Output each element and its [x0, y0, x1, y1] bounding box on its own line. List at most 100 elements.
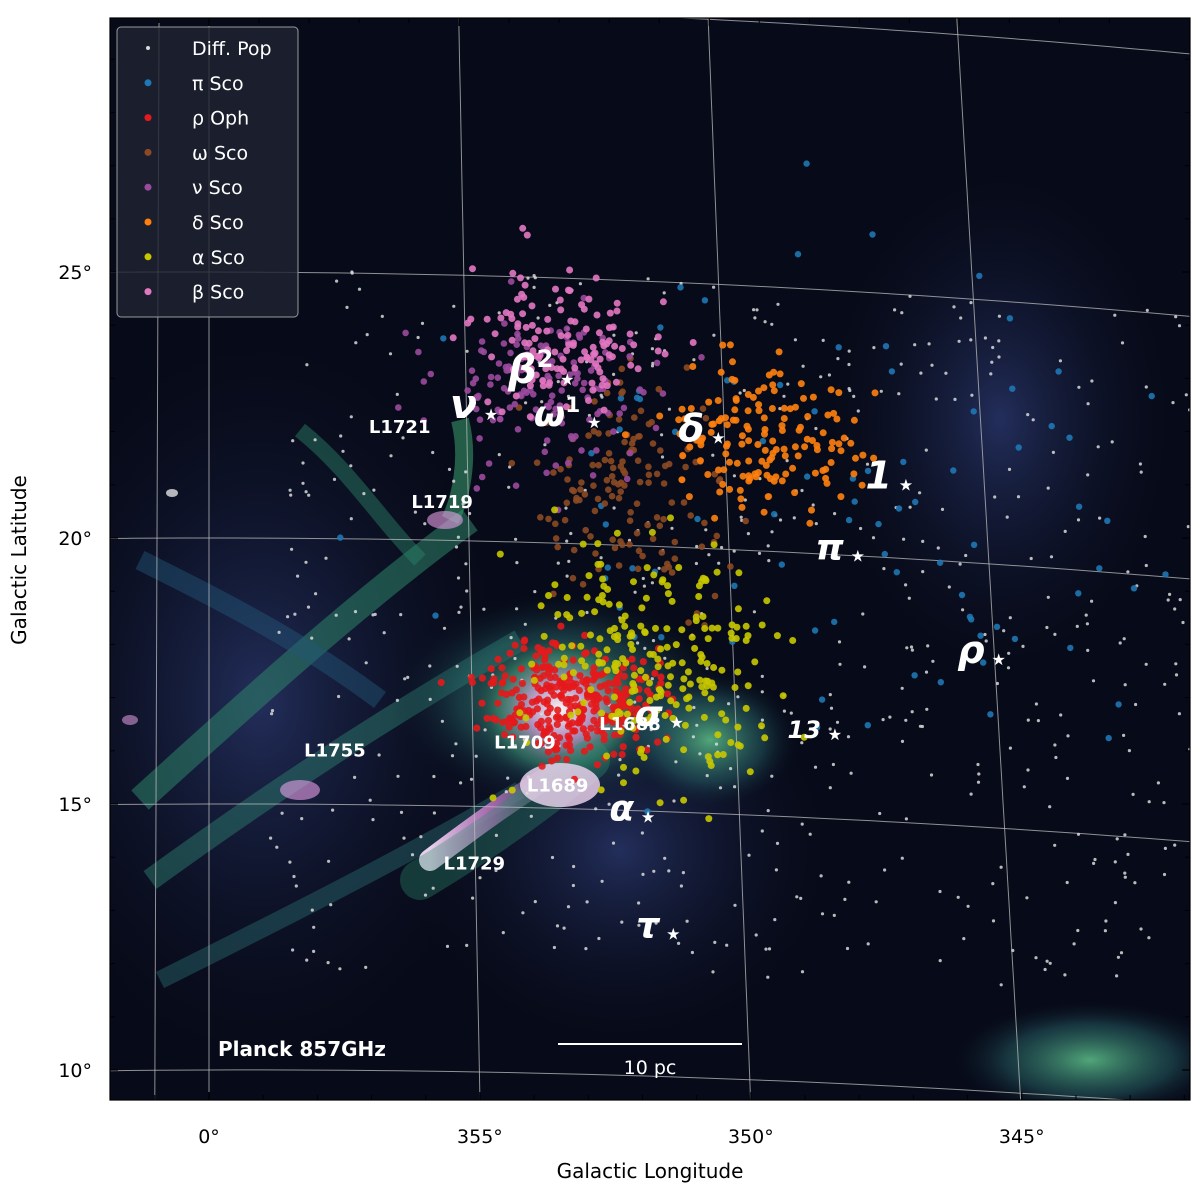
data-point	[440, 719, 444, 723]
data-point	[587, 686, 595, 694]
data-point	[813, 442, 821, 449]
data-point	[545, 592, 552, 599]
data-point	[269, 836, 273, 840]
data-point	[590, 482, 597, 490]
data-point	[563, 594, 571, 601]
data-point	[537, 717, 546, 726]
data-point	[292, 874, 296, 879]
data-point	[592, 704, 600, 713]
data-point	[475, 392, 482, 400]
data-point	[643, 746, 651, 754]
data-point	[707, 553, 711, 557]
data-point	[558, 643, 566, 651]
data-point	[861, 612, 865, 616]
data-point	[843, 897, 847, 902]
data-point	[339, 434, 343, 438]
data-point	[874, 900, 878, 904]
data-point	[577, 356, 585, 364]
data-point	[556, 561, 560, 565]
data-point	[681, 415, 689, 423]
data-point	[663, 690, 672, 698]
data-point	[583, 593, 591, 601]
data-point	[770, 322, 774, 326]
data-point	[612, 372, 616, 376]
data-point	[1029, 556, 1033, 561]
data-point	[969, 792, 973, 796]
data-point	[608, 353, 616, 361]
data-point	[804, 473, 811, 480]
data-point	[704, 635, 712, 643]
data-point	[495, 360, 503, 367]
data-point	[617, 538, 624, 545]
data-point	[294, 884, 298, 888]
data-point	[494, 833, 498, 838]
data-point	[657, 645, 665, 653]
data-point	[566, 266, 574, 274]
data-point	[780, 445, 788, 453]
data-point	[545, 515, 552, 523]
data-point	[893, 308, 897, 312]
data-point	[881, 718, 885, 722]
data-point	[651, 361, 655, 365]
data-point	[754, 469, 762, 476]
data-point	[530, 391, 537, 398]
legend-label: δ Sco	[192, 212, 244, 234]
data-point	[598, 592, 606, 599]
data-point	[900, 311, 904, 315]
data-point	[525, 339, 533, 347]
data-point	[959, 316, 963, 320]
data-point	[644, 521, 651, 529]
data-point	[737, 495, 745, 503]
data-point	[643, 646, 647, 651]
data-point	[364, 661, 368, 665]
data-point	[537, 602, 545, 610]
data-point	[708, 624, 716, 632]
data-point	[1008, 746, 1013, 750]
data-point	[579, 725, 587, 733]
data-point	[483, 728, 487, 732]
data-point	[803, 160, 810, 167]
data-point	[827, 373, 832, 377]
data-point	[742, 622, 750, 630]
data-point	[752, 308, 756, 312]
data-point	[743, 422, 751, 430]
data-point	[610, 428, 617, 435]
data-point	[653, 514, 661, 521]
data-point	[619, 696, 627, 704]
star-label: π	[815, 528, 844, 569]
data-point	[540, 632, 548, 640]
data-point	[640, 389, 647, 396]
data-point	[603, 666, 611, 674]
data-point	[464, 470, 468, 474]
data-point	[270, 709, 275, 713]
data-point	[930, 363, 934, 367]
data-point	[570, 546, 578, 554]
data-point	[537, 360, 541, 364]
data-point	[637, 667, 645, 675]
data-point	[966, 613, 974, 620]
data-point	[742, 388, 746, 393]
data-point	[794, 251, 802, 258]
data-point	[585, 572, 593, 580]
data-point	[621, 622, 629, 630]
data-point	[601, 456, 609, 464]
data-point	[437, 678, 445, 687]
data-point	[432, 774, 436, 779]
data-point	[600, 406, 608, 414]
data-point	[563, 755, 571, 764]
data-point	[396, 774, 400, 778]
data-point	[770, 530, 774, 534]
star-marker: ★	[851, 547, 865, 566]
data-point	[428, 664, 432, 668]
data-point	[726, 341, 734, 349]
data-point	[780, 404, 788, 412]
data-point	[764, 493, 772, 501]
data-point	[677, 284, 684, 291]
data-point	[654, 347, 662, 355]
data-point	[452, 479, 456, 483]
data-point	[420, 417, 428, 424]
data-point	[564, 506, 568, 510]
data-point	[931, 659, 935, 663]
data-point	[640, 831, 645, 835]
data-point	[865, 462, 870, 466]
